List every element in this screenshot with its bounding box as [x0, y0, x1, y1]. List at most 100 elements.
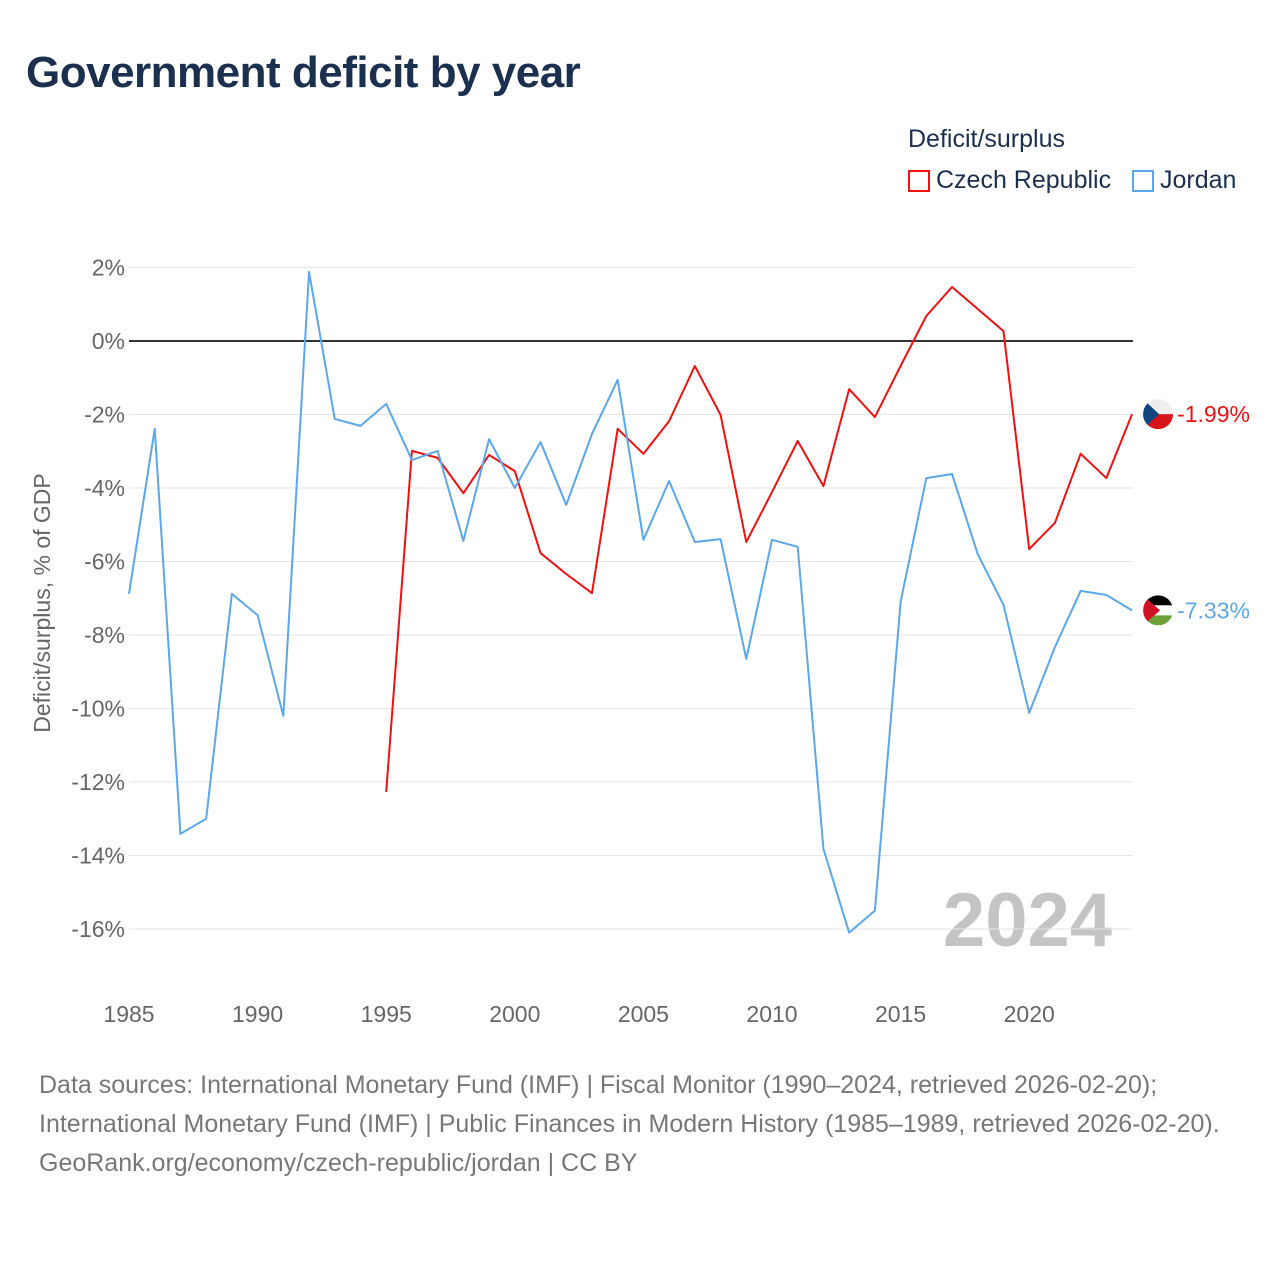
data-point — [1052, 644, 1058, 650]
data-point — [640, 451, 646, 457]
data-point — [306, 269, 312, 275]
y-tick-label: 0% — [92, 328, 125, 354]
data-point — [409, 457, 415, 463]
y-tick-label: -4% — [84, 475, 125, 501]
flag-jordan-icon — [1143, 595, 1174, 626]
data-point — [769, 489, 775, 495]
data-point — [1078, 588, 1084, 594]
series-line-jordan — [128, 270, 1133, 934]
end-value-label: -1.99% — [1177, 401, 1250, 427]
data-point — [769, 537, 775, 543]
data-point — [615, 377, 621, 383]
y-tick-label: -12% — [71, 769, 125, 795]
data-point — [615, 426, 621, 432]
data-point — [280, 713, 286, 719]
data-point — [846, 386, 852, 392]
end-value-label: -7.33% — [1177, 597, 1250, 623]
data-point — [229, 591, 235, 597]
footer: Data sources: International Monetary Fun… — [39, 1066, 1239, 1183]
data-point — [640, 537, 646, 543]
y-tick-label: -16% — [71, 916, 125, 942]
data-point — [1026, 710, 1032, 716]
flag-czech-republic-icon — [1143, 399, 1174, 430]
data-point — [949, 471, 955, 477]
data-point — [975, 306, 981, 312]
x-tick-label: 2020 — [1004, 1001, 1055, 1027]
flag-triangle — [1143, 399, 1160, 430]
series-line-czech-republic — [385, 285, 1134, 792]
data-point — [1052, 520, 1058, 526]
data-point — [486, 452, 492, 458]
data-point — [589, 590, 595, 596]
y-tick-label: -8% — [84, 622, 125, 648]
data-point — [512, 485, 518, 491]
data-point — [1103, 475, 1109, 481]
legend-swatch-jordan — [1132, 169, 1154, 192]
data-point — [177, 831, 183, 837]
data-sources: Data sources: International Monetary Fun… — [39, 1071, 1220, 1138]
data-point — [846, 930, 852, 936]
data-point — [692, 363, 698, 369]
data-point — [872, 414, 878, 420]
y-tick-label: -10% — [71, 696, 125, 722]
chart-title: Government deficit by year — [26, 48, 581, 97]
x-tick-label: 1990 — [232, 1001, 283, 1027]
data-point — [255, 612, 261, 618]
data-point — [589, 431, 595, 437]
data-point — [486, 436, 492, 442]
line-chart: Deficit/surplus, % of GDP 2024 2% 0% -2% -4… — [29, 255, 1250, 1028]
legend-label: Czech Republic — [936, 166, 1112, 194]
x-tick-label: 1985 — [103, 1001, 154, 1027]
data-point — [383, 401, 389, 407]
legend-label: Jordan — [1160, 166, 1237, 194]
data-point — [460, 538, 466, 544]
data-point — [409, 448, 415, 454]
data-point — [949, 284, 955, 290]
flag-triangle — [1143, 595, 1161, 626]
data-point — [1000, 602, 1006, 608]
data-point — [795, 438, 801, 444]
data-point — [383, 789, 389, 795]
y-tick-label: -14% — [71, 843, 125, 869]
y-axis-label: Deficit/surplus, % of GDP — [29, 473, 55, 732]
data-point — [1026, 546, 1032, 552]
data-point — [538, 439, 544, 445]
y-tick-label: -6% — [84, 549, 125, 575]
data-point — [666, 478, 672, 484]
data-point — [563, 502, 569, 508]
data-point — [718, 412, 724, 418]
legend-swatch-czech — [908, 169, 930, 192]
data-point — [743, 656, 749, 662]
data-point — [692, 539, 698, 545]
flag-stripe — [1143, 595, 1174, 606]
data-point — [718, 536, 724, 542]
data-point — [743, 539, 749, 545]
y-tick-label: 2% — [92, 255, 125, 281]
data-point — [1103, 592, 1109, 598]
data-point — [357, 423, 363, 429]
data-point — [1000, 328, 1006, 334]
data-point — [795, 544, 801, 550]
data-point — [563, 571, 569, 577]
data-point — [332, 416, 338, 422]
data-point — [538, 550, 544, 556]
data-point — [460, 490, 466, 496]
data-point — [820, 483, 826, 489]
data-point — [898, 363, 904, 369]
data-point — [152, 426, 158, 432]
x-tick-label: 2010 — [746, 1001, 797, 1027]
data-point — [1129, 411, 1135, 417]
x-tick-label: 2005 — [618, 1001, 669, 1027]
watermark-year: 2024 — [943, 878, 1112, 963]
data-point — [1078, 451, 1084, 457]
x-tick-label: 2000 — [489, 1001, 540, 1027]
legend-item-czech-republic[interactable]: Czech Republic — [908, 166, 1111, 195]
flag-stripe — [1143, 615, 1174, 626]
y-tick-label: -2% — [84, 402, 125, 428]
attribution-link[interactable]: GeoRank.org/economy/czech-republic/jorda… — [39, 1149, 638, 1177]
data-point — [203, 816, 209, 822]
data-point — [126, 591, 132, 597]
legend-item-jordan[interactable]: Jordan — [1132, 166, 1236, 195]
data-point — [820, 846, 826, 852]
